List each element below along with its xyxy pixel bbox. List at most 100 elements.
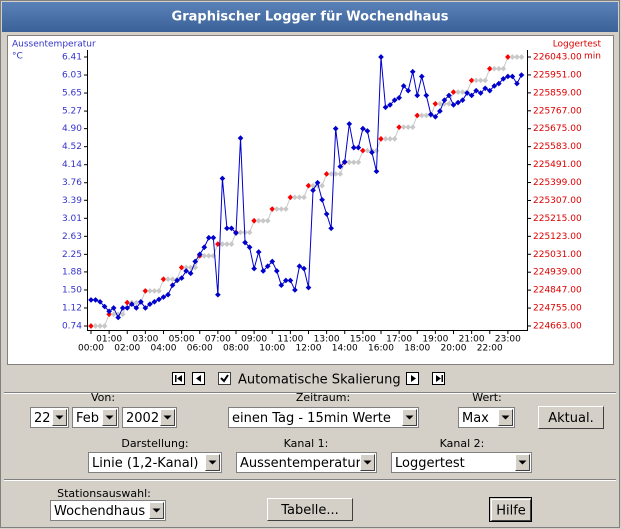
data-point xyxy=(518,54,525,60)
x-tick-label: 00:00 xyxy=(78,344,104,354)
nav-button[interactable] xyxy=(192,372,205,385)
data-point xyxy=(283,277,289,284)
data-point xyxy=(323,211,330,217)
field-label: Von: xyxy=(91,391,115,404)
data-point xyxy=(278,282,285,289)
nav-icon xyxy=(196,375,201,382)
data-point xyxy=(391,97,398,104)
checkbox[interactable] xyxy=(218,372,231,385)
field-label: Stationsauswahl: xyxy=(57,487,151,500)
data-point xyxy=(514,54,520,60)
data-point xyxy=(119,305,126,311)
nav-button[interactable] xyxy=(432,372,445,385)
button[interactable]: Tabelle... xyxy=(267,498,353,521)
bevel-dark xyxy=(515,454,530,471)
data-point xyxy=(269,206,276,212)
bevel-light xyxy=(267,498,353,521)
bevel-light xyxy=(515,454,530,471)
dropdown-arrow[interactable] xyxy=(498,409,513,426)
dropdown-arrow[interactable] xyxy=(360,454,375,471)
bevel-dark xyxy=(205,454,220,471)
data-point xyxy=(364,147,371,154)
data-point xyxy=(350,159,357,166)
data-point xyxy=(459,89,466,95)
data-point xyxy=(346,121,353,127)
dropdown[interactable]: Loggertest xyxy=(391,452,532,473)
face xyxy=(491,499,531,521)
data-point xyxy=(215,291,221,298)
x-tick-label: 14:00 xyxy=(332,344,358,354)
dropdown-value: Feb xyxy=(76,411,99,426)
data-point xyxy=(450,89,457,95)
data-point xyxy=(205,234,212,241)
data-point xyxy=(350,144,357,151)
data-point xyxy=(219,175,226,182)
data-point xyxy=(192,258,199,265)
data-point xyxy=(201,252,208,259)
data-point xyxy=(432,113,439,120)
data-point xyxy=(391,136,398,142)
dropdown-arrow[interactable] xyxy=(102,409,117,426)
button[interactable]: Hilfe xyxy=(491,499,531,521)
x-tick-label: 08:00 xyxy=(223,344,249,354)
x-tick-label: 15:00 xyxy=(350,335,376,345)
x-tick-label: 09:00 xyxy=(241,335,267,345)
bevel-dark xyxy=(102,409,117,426)
dropdown-value: Max xyxy=(462,411,489,426)
data-point xyxy=(373,168,380,175)
dropdown[interactable]: einen Tag - 15min Werte xyxy=(228,407,419,428)
data-point xyxy=(224,225,230,232)
y-tick-label: 4.14 xyxy=(62,160,82,170)
data-point xyxy=(405,87,412,94)
data-point xyxy=(246,229,253,236)
data-point xyxy=(319,196,325,203)
data-point xyxy=(414,112,421,119)
data-point xyxy=(491,83,498,89)
bevel-light xyxy=(149,502,164,519)
data-point xyxy=(160,294,167,300)
dropdown[interactable]: Linie (1,2-Kanal) xyxy=(88,452,222,473)
dropdown-arrow[interactable] xyxy=(515,454,530,471)
data-point xyxy=(251,265,257,272)
bevel-light xyxy=(538,406,604,429)
data-point xyxy=(396,124,402,131)
data-point xyxy=(310,187,316,194)
title: Graphischer Logger für Wochendhaus xyxy=(172,10,449,25)
data-point xyxy=(237,135,244,141)
data-point xyxy=(432,100,439,107)
y-tick-label: 5.65 xyxy=(62,89,82,99)
dropdown[interactable]: Feb xyxy=(72,407,119,428)
data-point xyxy=(287,194,294,201)
data-point xyxy=(187,270,194,277)
data-point xyxy=(147,288,153,294)
button-label: Tabelle... xyxy=(280,503,339,518)
data-point xyxy=(133,299,140,306)
dropdown-arrow[interactable] xyxy=(160,409,175,426)
data-point xyxy=(183,268,189,274)
dropdown[interactable]: Aussentemperatur xyxy=(236,452,377,473)
dropdown-arrow[interactable] xyxy=(205,454,220,471)
x-tick-label: 20:00 xyxy=(441,344,467,354)
dropdown-box xyxy=(228,407,419,428)
data-point xyxy=(491,65,498,72)
nav-button[interactable] xyxy=(172,372,185,385)
arrow-icon xyxy=(163,415,172,420)
dropdown-arrow[interactable] xyxy=(149,502,164,519)
data-point xyxy=(273,206,280,212)
data-point xyxy=(169,282,176,289)
y-axis-unit: °C xyxy=(12,52,23,62)
x-tick-label: 23:00 xyxy=(495,335,521,345)
data-point xyxy=(473,87,479,94)
data-point xyxy=(151,298,158,305)
dropdown-arrow[interactable] xyxy=(52,409,67,426)
nav-button[interactable] xyxy=(406,372,419,385)
data-point xyxy=(495,80,502,87)
dropdown[interactable]: Wochendhaus xyxy=(50,500,166,521)
data-point xyxy=(124,299,131,306)
button[interactable]: Aktual. xyxy=(538,406,604,429)
bevel-dark xyxy=(491,499,531,521)
data-point xyxy=(224,241,230,247)
data-point xyxy=(473,77,479,84)
data-point xyxy=(287,277,294,284)
dropdown-arrow[interactable] xyxy=(402,409,417,426)
